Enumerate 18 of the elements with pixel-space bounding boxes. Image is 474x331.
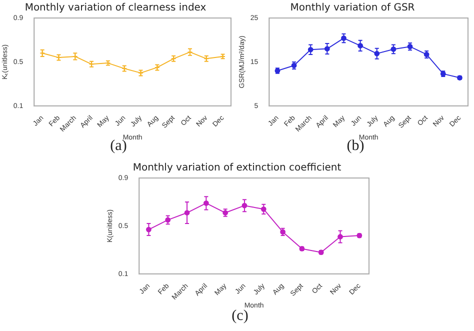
text: (c)	[230, 308, 250, 325]
point	[324, 46, 330, 52]
point	[308, 46, 314, 52]
point	[242, 202, 248, 208]
point	[203, 200, 209, 206]
point	[390, 46, 396, 52]
text: (a)	[109, 138, 127, 155]
point	[260, 206, 266, 212]
text: (b)	[346, 138, 364, 155]
chart-title: Monthly variation of extinction coefficient	[132, 162, 342, 174]
chart-title: Monthly variation of clearness index	[24, 2, 206, 14]
point	[374, 50, 380, 56]
point	[146, 226, 152, 232]
point	[184, 210, 190, 216]
chart-title: Monthly variation of GSR	[290, 2, 415, 14]
point	[358, 42, 364, 48]
point	[341, 36, 346, 41]
point	[338, 234, 343, 240]
